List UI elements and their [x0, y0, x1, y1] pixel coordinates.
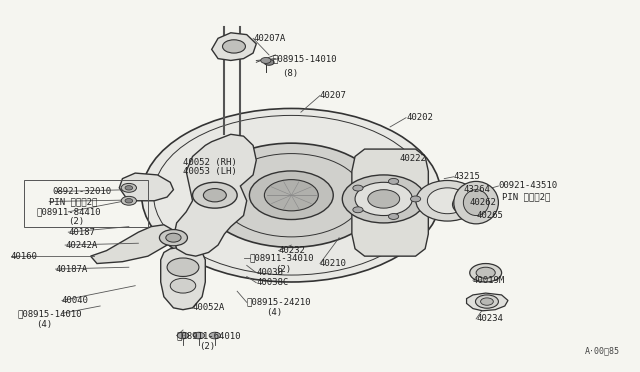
Circle shape	[250, 171, 333, 219]
Circle shape	[193, 182, 237, 208]
Text: 40202: 40202	[406, 113, 433, 122]
Circle shape	[476, 295, 499, 308]
Circle shape	[264, 60, 274, 65]
Text: 08921-32010: 08921-32010	[52, 187, 111, 196]
Circle shape	[125, 199, 132, 203]
Circle shape	[481, 298, 493, 305]
Text: Ⓥ08915-14010: Ⓥ08915-14010	[272, 54, 337, 63]
Circle shape	[470, 263, 502, 282]
Text: (2): (2)	[68, 217, 84, 225]
Text: 40040: 40040	[62, 296, 89, 305]
Text: 40265: 40265	[476, 211, 503, 220]
Ellipse shape	[452, 193, 487, 215]
Text: 43264: 43264	[463, 185, 490, 194]
Circle shape	[204, 189, 227, 202]
Text: 40160: 40160	[11, 251, 38, 261]
Text: Ⓣ08911-64010: Ⓣ08911-64010	[177, 331, 241, 340]
Ellipse shape	[454, 182, 499, 224]
Text: Ⓥ08915-14010: Ⓥ08915-14010	[17, 309, 82, 318]
Text: (2): (2)	[275, 264, 291, 273]
Circle shape	[166, 233, 181, 242]
Text: 00921-43510: 00921-43510	[499, 182, 557, 190]
Circle shape	[121, 183, 136, 192]
Text: PIN ピン。2〃: PIN ピン。2〃	[49, 197, 97, 206]
Polygon shape	[91, 225, 177, 263]
Text: 40052A: 40052A	[193, 303, 225, 312]
Circle shape	[202, 143, 381, 247]
Circle shape	[167, 258, 199, 276]
Polygon shape	[467, 293, 508, 311]
Text: Ⓣ08911-34010: Ⓣ08911-34010	[250, 253, 314, 263]
Text: 40187A: 40187A	[56, 264, 88, 273]
Ellipse shape	[416, 180, 479, 221]
Circle shape	[223, 40, 246, 53]
Text: 40187: 40187	[68, 228, 95, 237]
Ellipse shape	[428, 188, 467, 214]
Circle shape	[177, 332, 189, 339]
Text: (8): (8)	[282, 69, 298, 78]
Polygon shape	[212, 33, 256, 61]
Text: A·00⁂85: A·00⁂85	[584, 347, 620, 356]
Circle shape	[193, 332, 205, 339]
Text: 43215: 43215	[454, 172, 481, 181]
Text: (4): (4)	[36, 320, 52, 329]
Circle shape	[353, 185, 363, 191]
Text: (4): (4)	[266, 308, 282, 317]
Polygon shape	[119, 173, 173, 201]
Text: 40222: 40222	[399, 154, 426, 163]
Ellipse shape	[463, 190, 489, 215]
Circle shape	[355, 182, 412, 215]
Text: (2): (2)	[199, 342, 215, 351]
Circle shape	[170, 278, 196, 293]
Polygon shape	[173, 134, 256, 256]
Text: PIN ピン。2〃: PIN ピン。2〃	[502, 193, 550, 202]
Circle shape	[388, 214, 399, 219]
Text: 40038: 40038	[256, 268, 283, 277]
Circle shape	[368, 190, 399, 208]
Circle shape	[410, 196, 420, 202]
Polygon shape	[352, 149, 428, 256]
Text: Ⓣ08911-84410: Ⓣ08911-84410	[36, 207, 101, 217]
Text: 40210: 40210	[320, 259, 347, 268]
Circle shape	[260, 58, 271, 63]
Text: 40207A: 40207A	[253, 34, 285, 43]
Circle shape	[125, 186, 132, 190]
Circle shape	[209, 332, 221, 339]
Ellipse shape	[461, 199, 479, 211]
Text: 40038C: 40038C	[256, 278, 289, 287]
Circle shape	[121, 196, 136, 205]
Text: 40019M: 40019M	[473, 276, 505, 285]
Text: 40053 (LH): 40053 (LH)	[183, 167, 237, 176]
Text: 40242A: 40242A	[65, 241, 97, 250]
Text: 40262: 40262	[470, 198, 497, 207]
Circle shape	[264, 180, 318, 211]
Circle shape	[353, 207, 363, 213]
Text: 40232: 40232	[278, 246, 305, 255]
Text: 40207: 40207	[320, 91, 347, 100]
Text: 40052 (RH): 40052 (RH)	[183, 157, 237, 167]
Circle shape	[159, 230, 188, 246]
Text: Ⓥ08915-24210: Ⓥ08915-24210	[246, 298, 311, 307]
Circle shape	[141, 109, 441, 282]
Circle shape	[388, 179, 399, 184]
Text: 40234: 40234	[476, 314, 503, 323]
Circle shape	[476, 267, 495, 278]
Circle shape	[342, 175, 425, 223]
Polygon shape	[161, 247, 205, 310]
